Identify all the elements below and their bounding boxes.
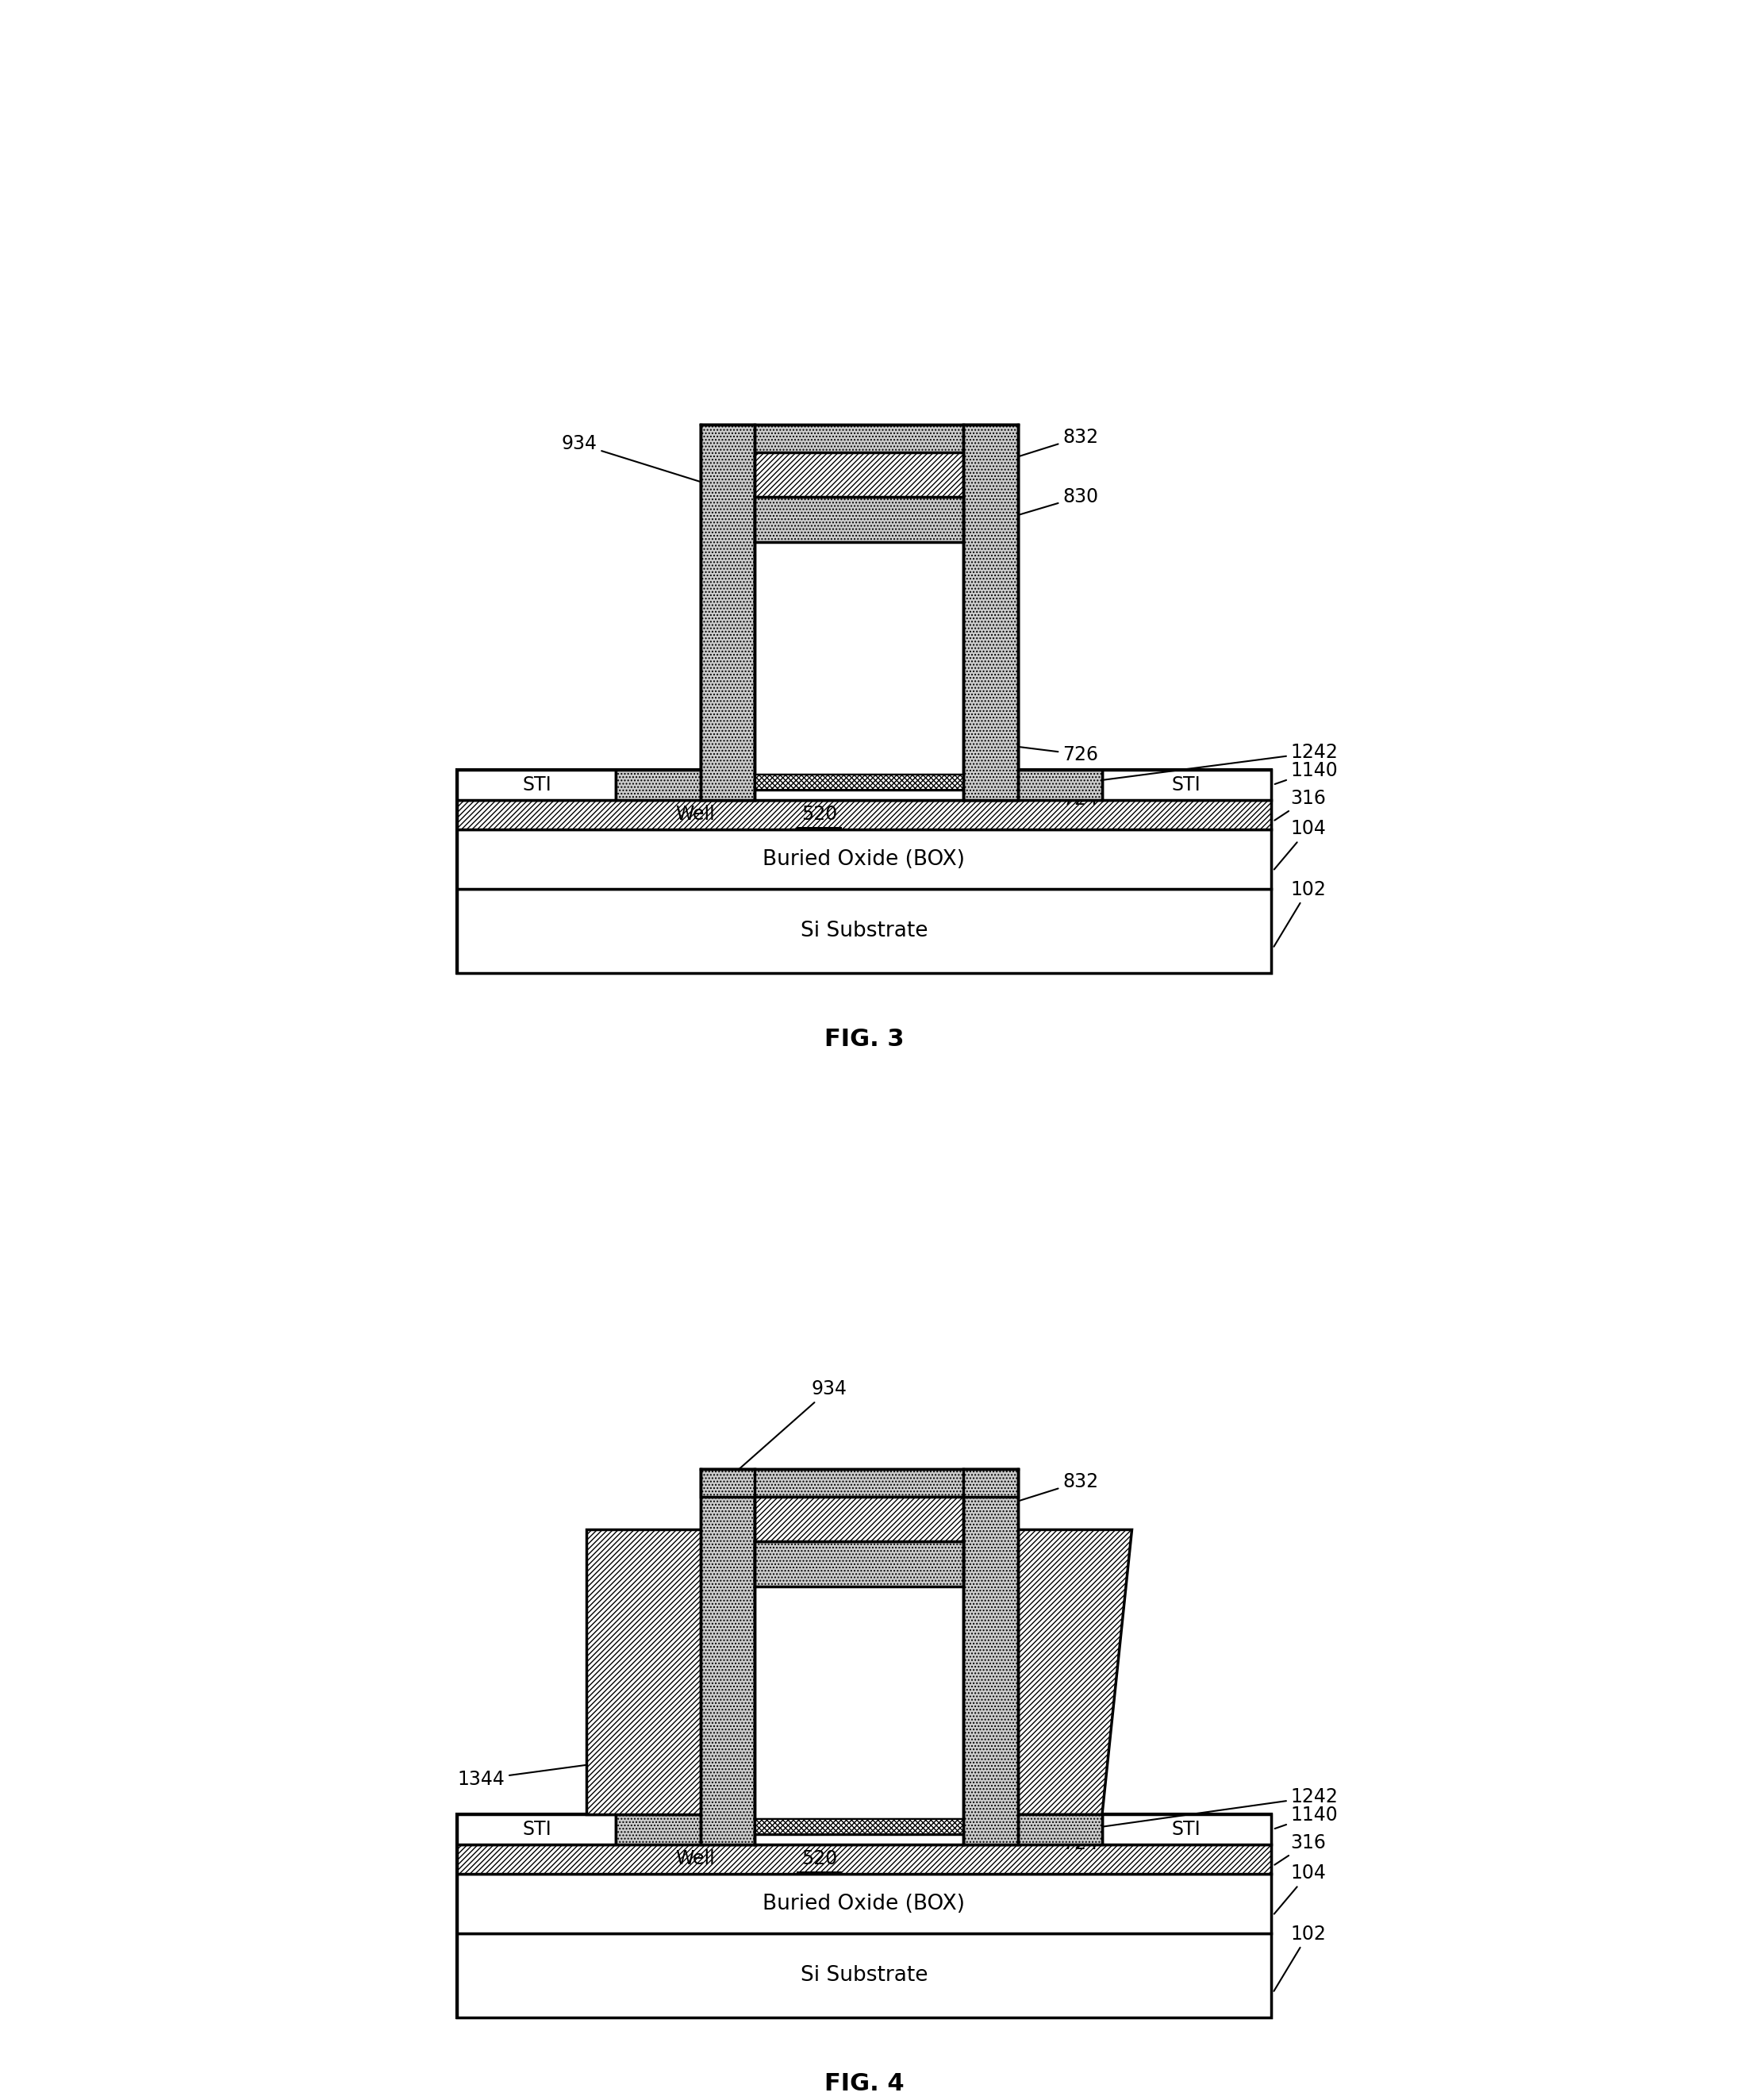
Text: Buried Oxide (BOX): Buried Oxide (BOX) — [762, 848, 965, 869]
Text: 316: 316 — [1274, 790, 1327, 821]
Bar — [1103, 771, 1271, 800]
Text: 104: 104 — [1274, 819, 1327, 869]
Text: 934: 934 — [561, 435, 706, 483]
Text: 1140: 1140 — [1274, 1806, 1337, 1829]
Text: 1344: 1344 — [458, 1760, 622, 1789]
Text: 520: 520 — [802, 1850, 837, 1869]
Bar — [701, 424, 755, 800]
Bar — [458, 888, 1271, 972]
Text: 102: 102 — [1274, 880, 1327, 947]
Bar — [701, 1470, 1017, 1497]
Bar — [755, 1541, 963, 1586]
Text: 934: 934 — [729, 1380, 848, 1478]
Text: 724: 724 — [967, 1829, 1098, 1852]
Bar — [755, 775, 963, 790]
Text: 1242: 1242 — [1045, 743, 1337, 788]
Bar — [755, 1819, 963, 1833]
Text: 316: 316 — [1274, 1833, 1327, 1865]
Text: STI: STI — [1171, 1821, 1201, 1840]
Text: 1140: 1140 — [1274, 760, 1337, 783]
Polygon shape — [963, 1529, 1133, 1814]
Bar — [755, 790, 963, 800]
Text: Buried Oxide (BOX): Buried Oxide (BOX) — [762, 1894, 965, 1913]
Bar — [615, 771, 755, 800]
Polygon shape — [586, 1529, 755, 1814]
Bar — [458, 771, 615, 800]
Text: 726: 726 — [967, 1785, 1098, 1808]
Bar — [755, 1833, 963, 1844]
Text: 104: 104 — [1274, 1865, 1327, 1913]
Bar — [1103, 1814, 1271, 1844]
Bar — [755, 498, 963, 775]
Text: 830: 830 — [970, 1531, 1098, 1573]
Bar — [755, 1497, 963, 1541]
Bar — [701, 424, 1017, 800]
Text: Si Substrate: Si Substrate — [801, 1966, 928, 1987]
Bar — [458, 1873, 1271, 1934]
Text: 724: 724 — [967, 785, 1098, 808]
Bar — [458, 1934, 1271, 2018]
Text: 1242: 1242 — [1065, 1787, 1337, 1831]
Text: Well: Well — [676, 804, 715, 823]
Bar — [755, 1541, 963, 1819]
Bar — [458, 771, 1271, 972]
Text: FIG. 3: FIG. 3 — [825, 1027, 904, 1050]
Bar — [458, 830, 1271, 888]
Bar — [458, 1814, 1271, 2018]
Text: STI: STI — [1171, 775, 1201, 794]
Text: 520: 520 — [802, 804, 837, 823]
Text: 832: 832 — [970, 1472, 1098, 1516]
Text: 832: 832 — [970, 428, 1098, 472]
Text: Si Substrate: Si Substrate — [801, 922, 928, 941]
Bar — [963, 1470, 1017, 1844]
Bar — [755, 498, 963, 542]
Bar — [701, 1470, 755, 1844]
Bar — [458, 1814, 615, 1844]
Bar — [755, 451, 963, 498]
Text: STI: STI — [523, 775, 551, 794]
Text: Poly: Poly — [837, 1670, 881, 1690]
Bar — [458, 1844, 1271, 1873]
Text: FIG. 4: FIG. 4 — [823, 2073, 904, 2096]
Text: Well: Well — [676, 1850, 715, 1869]
Bar — [458, 800, 1271, 830]
Bar — [963, 771, 1103, 800]
Text: STI: STI — [523, 1821, 551, 1840]
Bar — [615, 1814, 755, 1844]
Bar — [963, 1814, 1103, 1844]
Bar — [963, 424, 1017, 800]
Text: 102: 102 — [1274, 1924, 1327, 1991]
Text: 726: 726 — [967, 741, 1098, 764]
Text: Poly: Poly — [837, 626, 881, 647]
Text: 830: 830 — [970, 487, 1098, 529]
